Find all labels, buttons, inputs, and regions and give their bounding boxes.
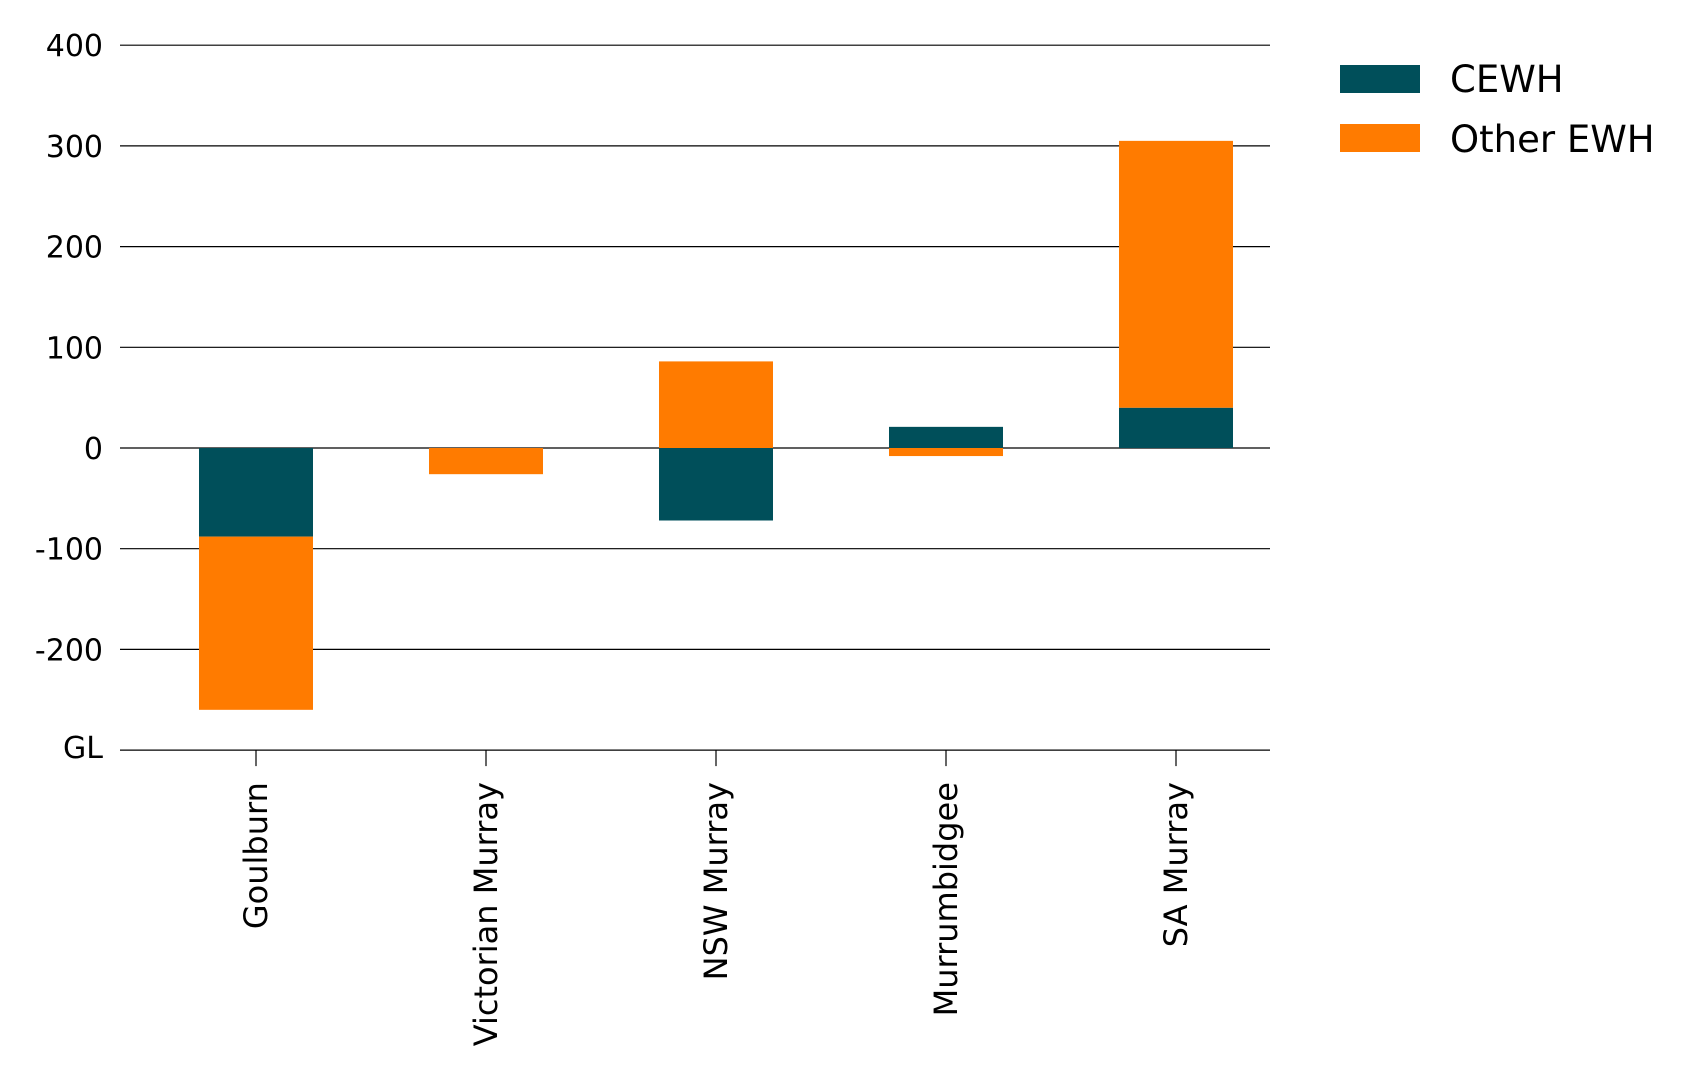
bar-other-ewh	[889, 448, 1003, 457]
bar-other-ewh	[659, 361, 773, 448]
legend-swatch-cewh	[1340, 65, 1420, 93]
y-tick-label: 100	[46, 331, 103, 366]
legend-label-other-ewh: Other EWH	[1450, 118, 1655, 161]
bars	[199, 140, 1233, 710]
y-tick-label: 400	[46, 29, 103, 64]
bar-cewh	[659, 448, 773, 521]
bar-cewh	[1119, 407, 1233, 448]
axes: 400 300 200 100 0 -100 -200 Goulburn Victorian M…	[35, 29, 1270, 1046]
x-tick-label: NSW Murray	[697, 782, 735, 980]
x-tick-label: Victorian Murray	[467, 782, 505, 1046]
y-tick-label: -200	[35, 633, 103, 668]
bar-other-ewh	[1119, 140, 1233, 408]
y-tick-label: 300	[46, 130, 103, 165]
legend-label-cewh: CEWH	[1450, 58, 1564, 101]
bar-cewh	[889, 426, 1003, 448]
x-tick-label: Goulburn	[237, 782, 275, 929]
x-tick-label: SA Murray	[1157, 782, 1195, 947]
bar-other-ewh	[429, 448, 543, 475]
bar-other-ewh	[199, 536, 313, 710]
y-tick-label: 0	[84, 432, 103, 467]
bar-cewh	[199, 448, 313, 537]
legend: CEWH Other EWH	[1340, 58, 1655, 161]
legend-swatch-other-ewh	[1340, 124, 1420, 152]
y-tick-label: -100	[35, 533, 103, 568]
x-tick-label: Murrumbidgee	[927, 782, 965, 1016]
y-tick-label: 200	[46, 231, 103, 266]
y-axis-unit-label: GL	[63, 731, 103, 766]
